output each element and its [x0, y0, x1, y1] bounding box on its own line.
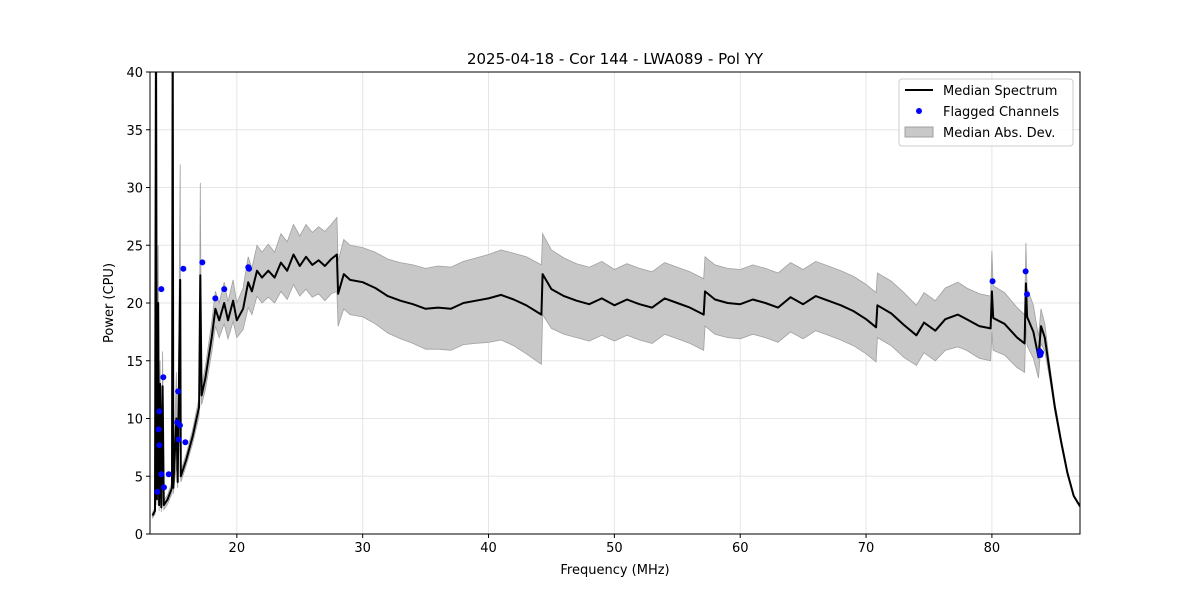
x-axis: 20 30 40 50 60 70 80 — [229, 534, 1001, 556]
y-tick-label: 40 — [126, 66, 143, 81]
mad-band — [152, 72, 1080, 520]
y-axis-label: Power (CPU) — [102, 263, 117, 343]
flagged-point — [246, 265, 253, 272]
legend-mad-swatch — [904, 126, 934, 138]
flagged-point — [156, 442, 163, 449]
flagged-point — [221, 286, 228, 293]
y-tick-label: 5 — [135, 470, 143, 485]
y-tick-label: 25 — [126, 239, 143, 254]
flagged-point — [1037, 349, 1044, 356]
flagged-point — [182, 439, 189, 446]
flagged-point — [212, 295, 219, 302]
chart-title: 2025-04-18 - Cor 144 - LWA089 - Pol YY — [467, 50, 764, 68]
x-tick-label: 80 — [984, 541, 1001, 556]
y-tick-label: 15 — [126, 355, 143, 370]
legend: Median Spectrum Flagged Channels Median … — [898, 78, 1074, 147]
x-tick-label: 20 — [229, 541, 246, 556]
flagged-point — [158, 471, 165, 478]
flagged-point — [199, 259, 206, 266]
flagged-point — [175, 388, 182, 395]
y-tick-label: 35 — [126, 124, 143, 139]
x-tick-label: 60 — [732, 541, 749, 556]
flagged-point — [176, 422, 183, 429]
y-tick-label: 10 — [126, 413, 143, 428]
y-axis: 0 5 10 15 20 25 30 35 40 — [126, 66, 150, 543]
legend-flagged-label: Flagged Channels — [943, 105, 1059, 120]
x-tick-label: 50 — [606, 541, 623, 556]
flagged-point — [160, 374, 167, 381]
x-tick-label: 70 — [858, 541, 875, 556]
legend-box — [898, 78, 1074, 147]
flagged-points — [154, 259, 1044, 495]
flagged-point — [155, 426, 162, 433]
median-spectrum-line — [151, 72, 1080, 516]
flagged-point — [180, 265, 187, 272]
y-tick-label: 0 — [135, 528, 143, 543]
y-tick-label: 20 — [126, 297, 143, 312]
flagged-point — [1024, 291, 1031, 298]
y-tick-label: 30 — [126, 182, 143, 197]
legend-flagged-swatch — [916, 108, 922, 114]
flagged-point — [165, 471, 172, 478]
flagged-point — [1022, 268, 1029, 275]
flagged-point — [989, 278, 996, 285]
flagged-point — [175, 436, 182, 443]
flagged-point — [154, 488, 161, 495]
x-axis-label: Frequency (MHz) — [560, 563, 669, 578]
x-tick-label: 40 — [480, 541, 497, 556]
legend-mad-label: Median Abs. Dev. — [943, 126, 1055, 141]
x-tick-label: 30 — [354, 541, 371, 556]
flagged-point — [158, 286, 165, 293]
flagged-point — [156, 408, 163, 415]
legend-median-label: Median Spectrum — [943, 84, 1057, 99]
flagged-point — [160, 484, 167, 491]
